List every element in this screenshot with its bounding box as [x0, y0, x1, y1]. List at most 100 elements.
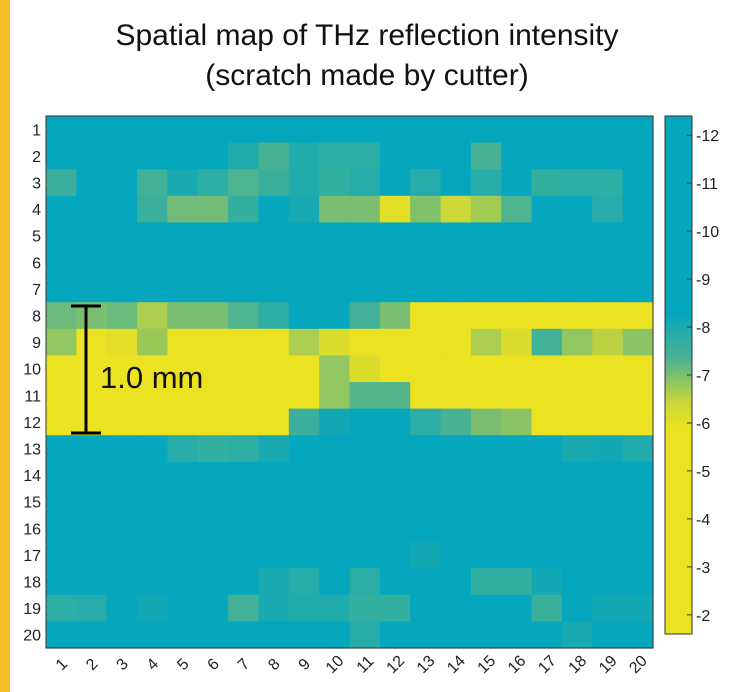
- heatmap-cell: [167, 382, 199, 410]
- heatmap-cell: [501, 488, 533, 516]
- heatmap-cell: [470, 568, 502, 596]
- heatmap-cell: [561, 408, 593, 436]
- heatmap-cell: [167, 195, 199, 223]
- heatmap-cell: [137, 169, 168, 197]
- heatmap-cell: [228, 541, 260, 569]
- heatmap-cell: [258, 541, 290, 569]
- heatmap-cell: [288, 116, 320, 144]
- heatmap-cell: [379, 461, 411, 489]
- heatmap-cell: [501, 169, 533, 197]
- heatmap-cell: [561, 116, 593, 144]
- heatmap-cell: [501, 142, 533, 170]
- heatmap-cell: [46, 382, 77, 410]
- heatmap-cell: [288, 408, 320, 436]
- heatmap-cell: [137, 515, 168, 543]
- heatmap-cell: [470, 169, 502, 197]
- heatmap-cell: [46, 222, 77, 250]
- heatmap-cell: [470, 408, 502, 436]
- heatmap-cell: [501, 116, 533, 144]
- heatmap-cell: [349, 568, 381, 596]
- heatmap-cell: [76, 275, 108, 303]
- heatmap-cell: [410, 249, 442, 277]
- heatmap-cell: [410, 302, 442, 330]
- heatmap-cell: [197, 488, 229, 516]
- heatmap-cell: [592, 621, 624, 649]
- heatmap-cell: [106, 488, 138, 516]
- heatmap-cell: [137, 302, 168, 330]
- heatmap-cell: [228, 382, 260, 410]
- heatmap-cell: [349, 222, 381, 250]
- heatmap-cell: [531, 408, 563, 436]
- heatmap-cell: [531, 142, 563, 170]
- heatmap-cell: [288, 142, 320, 170]
- heatmap-cell: [622, 594, 654, 622]
- x-tick-label: 13: [414, 652, 439, 677]
- heatmap-cell: [592, 594, 624, 622]
- heatmap-cell: [349, 594, 381, 622]
- heatmap-cell: [197, 169, 229, 197]
- x-tick-label: 5: [174, 656, 192, 674]
- heatmap-cell: [76, 355, 108, 383]
- heatmap-cell: [319, 541, 351, 569]
- heatmap-cell: [410, 195, 442, 223]
- heatmap-cell: [288, 169, 320, 197]
- heatmap-cell: [167, 328, 199, 356]
- heatmap-cell: [76, 142, 108, 170]
- y-tick-label: 18: [23, 575, 41, 592]
- colorbar-tick-label: -12: [696, 128, 719, 145]
- heatmap-cell: [531, 222, 563, 250]
- heatmap-cell: [440, 488, 472, 516]
- colorbar-tick-label: -8: [696, 320, 710, 337]
- heatmap-cell: [228, 355, 260, 383]
- heatmap-cell: [592, 461, 624, 489]
- heatmap-cell: [258, 461, 290, 489]
- heatmap-cell: [76, 594, 108, 622]
- y-tick-label: 12: [23, 415, 41, 432]
- heatmap-cell: [592, 382, 624, 410]
- heatmap-cell: [319, 594, 351, 622]
- heatmap-cell: [592, 275, 624, 303]
- heatmap-cell: [167, 461, 199, 489]
- heatmap-cell: [501, 594, 533, 622]
- heatmap-cell: [349, 275, 381, 303]
- heatmap-cell: [440, 328, 472, 356]
- heatmap-cell: [106, 568, 138, 596]
- heatmap-cell: [470, 302, 502, 330]
- heatmap-cell: [410, 488, 442, 516]
- heatmap-cell: [137, 541, 168, 569]
- heatmap-cell: [501, 249, 533, 277]
- x-tick-label: 14: [444, 652, 469, 677]
- heatmap-cell: [228, 515, 260, 543]
- heatmap-cell: [76, 461, 108, 489]
- heatmap-cell: [167, 275, 199, 303]
- heatmap-cell: [76, 621, 108, 649]
- heatmap-cell: [228, 195, 260, 223]
- heatmap-cell: [440, 435, 472, 463]
- heatmap-cell: [592, 541, 624, 569]
- heatmap-cell: [440, 408, 472, 436]
- heatmap-cell: [349, 249, 381, 277]
- heatmap-cell: [531, 328, 563, 356]
- heatmap-cell: [76, 568, 108, 596]
- heatmap-cell: [319, 568, 351, 596]
- heatmap-cell: [592, 408, 624, 436]
- heatmap-cell: [167, 249, 199, 277]
- heatmap-cell: [349, 488, 381, 516]
- heatmap-cell: [76, 169, 108, 197]
- colorbar-tick-label: -5: [696, 464, 710, 481]
- heatmap-cell: [197, 515, 229, 543]
- heatmap-cell: [228, 568, 260, 596]
- heatmap-cell: [258, 621, 290, 649]
- heatmap-cell: [288, 568, 320, 596]
- heatmap-cell: [349, 116, 381, 144]
- heatmap-cell: [197, 382, 229, 410]
- heatmap-cells: [46, 116, 654, 649]
- heatmap-cell: [228, 408, 260, 436]
- heatmap-cell: [76, 116, 108, 144]
- heatmap-cell: [622, 275, 654, 303]
- heatmap-cell: [592, 568, 624, 596]
- heatmap-cell: [410, 621, 442, 649]
- heatmap-cell: [167, 142, 199, 170]
- heatmap-cell: [106, 515, 138, 543]
- x-tick-label: 19: [596, 652, 621, 677]
